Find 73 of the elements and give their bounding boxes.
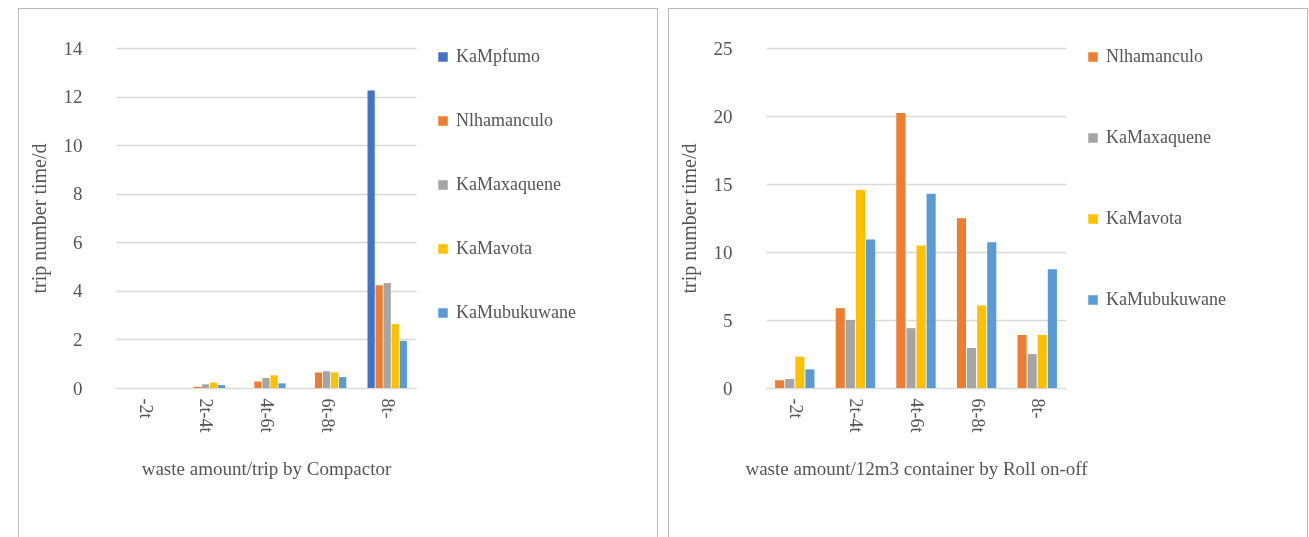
bar <box>906 328 916 388</box>
bar <box>795 356 805 388</box>
legend-label: KaMavota <box>456 238 532 258</box>
legend-label: KaMubukuwane <box>456 302 576 322</box>
bar <box>270 375 278 388</box>
bar <box>987 242 997 388</box>
y-tick-label: 15 <box>713 173 733 195</box>
x-tick-label: 2t-4t <box>196 398 217 433</box>
y-tick-label: 10 <box>713 241 733 263</box>
legend-label: KaMaxaquene <box>1106 127 1211 147</box>
legend-label: KaMaxaquene <box>456 174 561 194</box>
bar <box>278 383 286 388</box>
y-axis-title: trip number time/d <box>27 143 51 294</box>
bar <box>391 324 399 388</box>
bar <box>896 113 906 388</box>
y-tick-label: 6 <box>73 231 83 253</box>
bar <box>262 378 270 388</box>
bar <box>331 372 339 388</box>
legend-label: KaMpfumo <box>456 46 540 66</box>
y-tick-label: 2 <box>73 328 83 350</box>
bar <box>916 245 926 388</box>
bar <box>956 218 966 388</box>
bar <box>217 385 226 388</box>
bar <box>775 380 785 388</box>
bar <box>201 384 210 388</box>
x-tick-label: 8t- <box>378 398 399 419</box>
bar <box>835 308 845 388</box>
y-tick-label: 10 <box>63 134 83 156</box>
y-tick-label: 20 <box>713 105 733 127</box>
x-tick-label: -2t <box>785 398 806 419</box>
bar <box>367 90 375 388</box>
x-tick-label: 4t-6t <box>907 398 927 433</box>
bar <box>314 372 323 388</box>
bar <box>805 369 815 388</box>
y-tick-label: 5 <box>723 309 733 331</box>
x-tick-label: 6t-8t <box>967 398 988 433</box>
legend-label: KaMubukuwane <box>1106 289 1226 309</box>
y-axis-title: trip number time/d <box>677 143 701 294</box>
x-axis-title: waste amount/12m3 container by Roll on-off <box>745 458 1089 480</box>
x-tick-label: 6t-8t <box>317 398 338 433</box>
x-tick-label: 8t- <box>1028 398 1049 419</box>
bar <box>785 378 795 388</box>
bar <box>977 305 987 388</box>
bar <box>322 371 331 388</box>
bar <box>1017 334 1027 388</box>
bar <box>926 193 936 388</box>
bar <box>399 340 407 388</box>
bar <box>967 348 977 388</box>
bar <box>339 377 347 388</box>
y-tick-label: 0 <box>723 377 733 399</box>
bar <box>845 320 855 388</box>
y-tick-label: 12 <box>63 86 83 108</box>
x-tick-label: 4t-6t <box>257 398 277 433</box>
legend-label: Nlhamanculo <box>1106 46 1203 66</box>
bar <box>383 283 391 388</box>
bar <box>855 190 865 388</box>
legend-label: KaMavota <box>1106 208 1182 228</box>
bar <box>1027 354 1037 388</box>
y-tick-label: 0 <box>73 377 83 399</box>
x-axis-title: waste amount/trip by Compactor <box>141 458 392 480</box>
y-tick-label: 14 <box>63 37 83 59</box>
bar <box>1047 269 1057 388</box>
x-tick-label: -2t <box>135 398 156 419</box>
bar <box>866 239 876 388</box>
bar <box>375 285 383 388</box>
legend-label: Nlhamanculo <box>456 110 553 130</box>
y-tick-label: 4 <box>73 280 83 302</box>
x-tick-label: 2t-4t <box>846 398 867 433</box>
bar <box>1037 334 1047 388</box>
bar <box>209 382 218 388</box>
y-tick-label: 8 <box>73 183 83 205</box>
y-tick-label: 25 <box>713 37 733 59</box>
bar <box>254 381 262 388</box>
